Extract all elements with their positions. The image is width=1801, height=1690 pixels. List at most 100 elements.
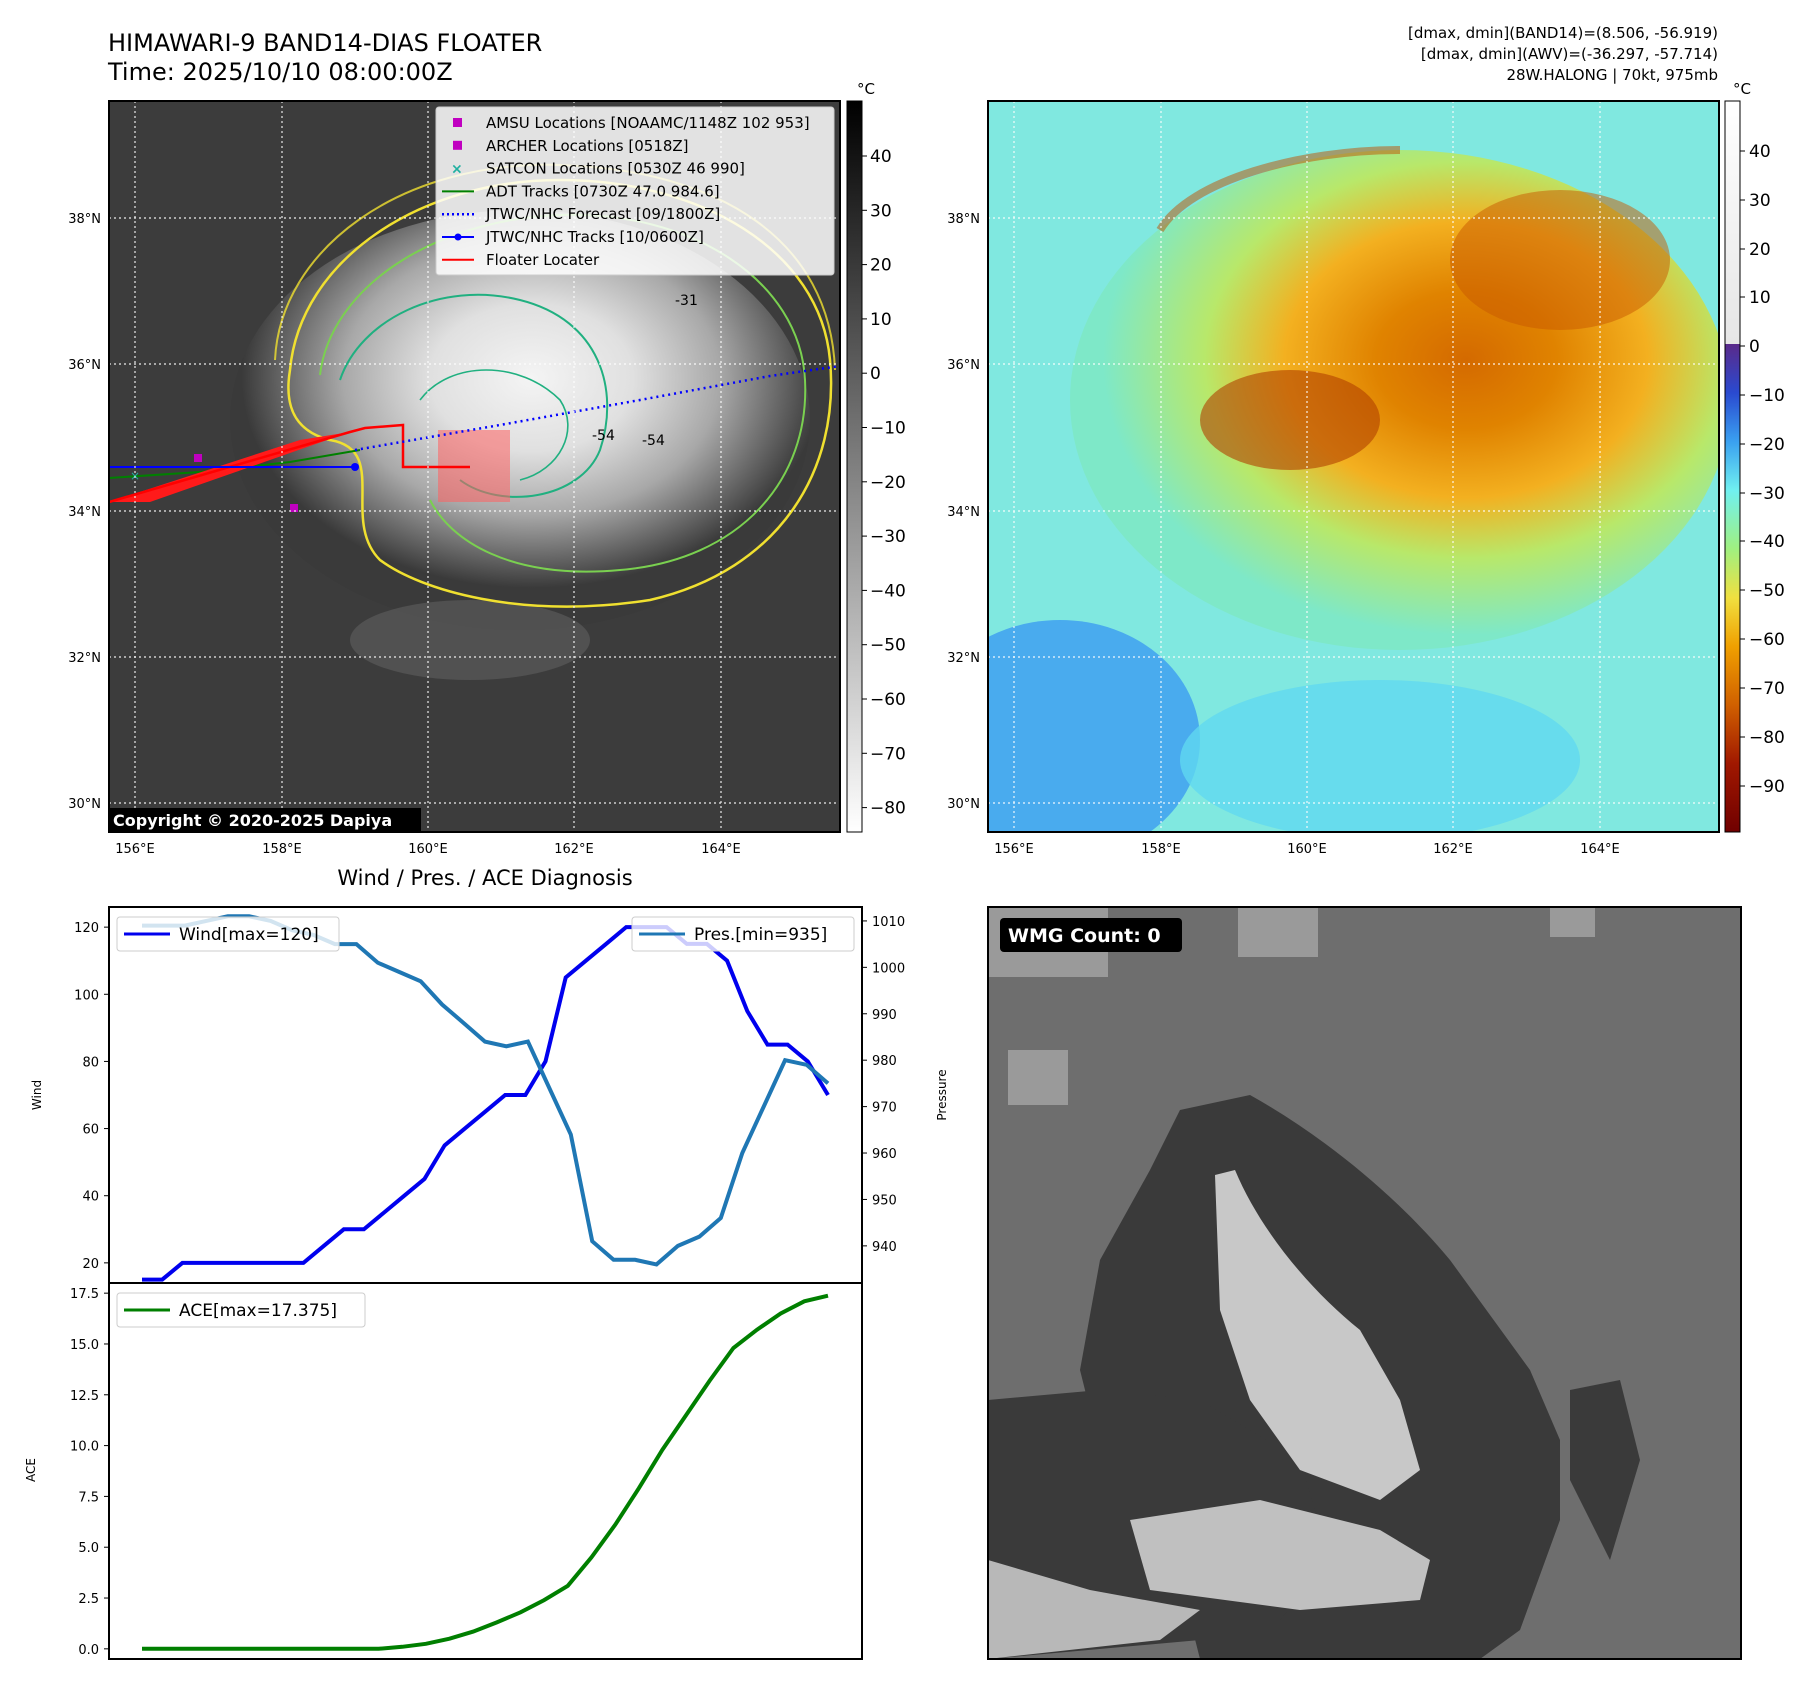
legend-entry: AMSU Locations [NOAAMC/1148Z 102 953] — [453, 114, 810, 132]
ir-map-panel: -31 -54 -54 × — [108, 100, 841, 833]
pressure-legend-label: Pres.[min=935] — [694, 925, 827, 945]
pressure-tick: 940 — [872, 1240, 897, 1255]
colorbar-awv-tick: 40 — [1749, 142, 1771, 162]
legend-entry: Floater Locater — [442, 251, 600, 269]
contour-teal — [339, 293, 609, 498]
awv-lat-label: 30°N — [947, 797, 980, 812]
pressure-tick: 970 — [872, 1101, 897, 1116]
ir-lat-label: 30°N — [68, 797, 101, 812]
diagnosis-title: Wind / Pres. / ACE Diagnosis — [337, 866, 632, 890]
colorbar-awv-tick: 20 — [1749, 240, 1771, 260]
info-band14: [dmax, dmin](BAND14)=(8.506, -56.919) — [1408, 24, 1718, 42]
wind-legend: Wind[max=120] — [116, 916, 340, 952]
ir-lon-label: 160°E — [408, 842, 448, 857]
storm-cloud-shield — [230, 210, 810, 630]
ir-lat-label: 36°N — [68, 358, 101, 373]
ace-tick: 12.5 — [70, 1389, 99, 1404]
wind-tick: 100 — [74, 988, 99, 1003]
colorbar-awv-unit: °C — [1733, 80, 1751, 98]
wind-legend-label: Wind[max=120] — [179, 925, 319, 945]
jtwc-forecast — [354, 364, 840, 452]
ir-lon-label: 164°E — [701, 842, 741, 857]
colorbar-awv-tick: −80 — [1749, 728, 1785, 748]
legend-label: Floater Locater — [486, 251, 600, 269]
ace-tick: 0.0 — [78, 1643, 99, 1658]
archer-marker — [290, 504, 298, 512]
ir-legend: AMSU Locations [NOAAMC/1148Z 102 953] ARC… — [435, 106, 835, 276]
colorbar-gray-tick: −70 — [870, 744, 906, 764]
legend-entry: ARCHER Locations [0518Z] — [453, 137, 689, 155]
awv-moist-region — [988, 620, 1200, 832]
legend-label: ADT Tracks [0730Z 47.0 984.6] — [486, 182, 720, 200]
colorbar-gray-tick: 40 — [870, 147, 892, 167]
legend-label: AMSU Locations [NOAAMC/1148Z 102 953] — [486, 114, 810, 132]
ir-lat-label: 38°N — [68, 212, 101, 227]
wind-tick: 120 — [74, 921, 99, 936]
awv-lon-label: 160°E — [1287, 842, 1327, 857]
legend-entry: JTWC/NHC Tracks [10/0600Z] — [442, 228, 704, 246]
pressure-tick: 990 — [872, 1008, 897, 1023]
ace-tick: 15.0 — [70, 1338, 99, 1353]
contour-label-1: -31 — [675, 293, 698, 309]
copyright-badge — [109, 808, 421, 832]
ir-lon-label: 156°E — [115, 842, 155, 857]
colorbar-awv-tick: −40 — [1749, 532, 1785, 552]
pressure-tick: 1000 — [872, 961, 905, 976]
colorbar-gray-tick: −30 — [870, 527, 906, 547]
colorbar-gray-tick: −80 — [870, 799, 906, 819]
legend-entry: JTWC/NHC Forecast [09/1800Z] — [442, 205, 720, 223]
ace-tick: 7.5 — [78, 1490, 99, 1505]
ir-lat-label: 32°N — [68, 651, 101, 666]
contour-label-2: -54 — [592, 428, 615, 444]
ir-lon-label: 158°E — [262, 842, 302, 857]
colorbar-gray-tick: −10 — [870, 419, 906, 439]
ace-chart: 0.0 2.5 5.0 7.5 10.0 12.5 15.0 17.5 ACE[max=17.… — [24, 1282, 863, 1660]
colorbar-awv-tick: −60 — [1749, 630, 1785, 650]
ace-axis-label: ACE — [24, 1458, 38, 1482]
ace-tick: 5.0 — [78, 1541, 99, 1556]
ace-series-line — [142, 1293, 829, 1651]
colorbar-awv-tick: −30 — [1749, 484, 1785, 504]
colorbar-gray-tick: 10 — [870, 310, 892, 330]
pressure-tick: 1010 — [872, 915, 905, 930]
figure-time: Time: 2025/10/10 08:00:00Z — [107, 58, 453, 86]
legend-label: JTWC/NHC Tracks [10/0600Z] — [485, 228, 704, 246]
colorbar-awv-tick: −10 — [1749, 386, 1785, 406]
colorbar-gray-tick: −20 — [870, 473, 906, 493]
colorbar-gray-tick: 30 — [870, 201, 892, 221]
awv-lon-label: 156°E — [994, 842, 1034, 857]
ace-legend: ACE[max=17.375] — [116, 1292, 366, 1328]
ir-lon-label: 162°E — [554, 842, 594, 857]
pressure-legend: Pres.[min=935] — [631, 916, 855, 952]
awv-gridlines — [988, 101, 1719, 832]
wind-tick: 40 — [82, 1190, 99, 1205]
wmg-count-badge — [1000, 918, 1182, 952]
colorbar-awv-tick: 0 — [1749, 337, 1760, 357]
colorbar-gray-tick: 0 — [870, 364, 881, 384]
wind-tick: 60 — [82, 1123, 99, 1138]
pressure-tick: 960 — [872, 1147, 897, 1162]
ace-tick: 17.5 — [70, 1287, 99, 1302]
awv-lat-label: 38°N — [947, 212, 980, 227]
amsu-marker — [194, 454, 202, 462]
colorbar-gray: °C 40 30 20 10 0 −10 −20 −30 −40 −50 −60 −70 −80 — [846, 80, 906, 833]
wmg-bright-core — [1215, 1170, 1420, 1500]
colorbar-gray-tick: 20 — [870, 256, 892, 276]
colorbar-awv-tick: 10 — [1749, 288, 1771, 308]
pressure-axis-label: Pressure — [935, 1069, 949, 1120]
wmg-count-text: WMG Count: 0 — [1008, 925, 1161, 947]
svg-text:×: × — [451, 162, 463, 178]
awv-lon-label: 162°E — [1433, 842, 1473, 857]
colorbar-gray-unit: °C — [857, 80, 875, 98]
ace-tick: 10.0 — [70, 1440, 99, 1455]
awv-map-panel — [987, 100, 1720, 833]
colorbar-gray-tick: −60 — [870, 690, 906, 710]
awv-lon-label: 158°E — [1141, 842, 1181, 857]
ir-lat-label: 34°N — [68, 505, 101, 520]
legend-label: SATCON Locations [0530Z 46 990] — [486, 160, 745, 178]
copyright-text: Copyright © 2020-2025 Dapiya — [113, 811, 392, 830]
wind-pressure-chart: 20 40 60 80 100 120 940 950 960 970 980 990 1000 1010… — [30, 906, 949, 1284]
awv-lat-label: 32°N — [947, 651, 980, 666]
wind-tick: 20 — [82, 1257, 99, 1272]
info-storm: 28W.HALONG | 70kt, 975mb — [1506, 66, 1718, 84]
